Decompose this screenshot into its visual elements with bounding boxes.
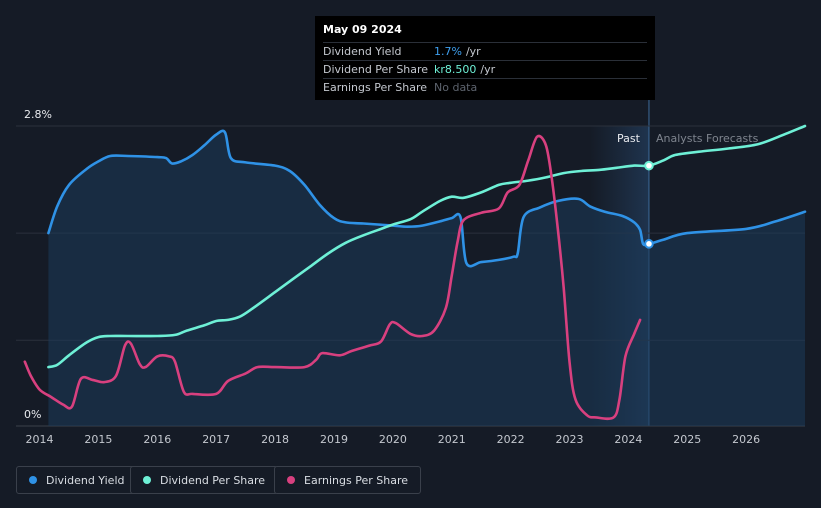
- legend-dividend-yield[interactable]: Dividend Yield: [16, 466, 138, 494]
- legend-label: Earnings Per Share: [304, 473, 409, 487]
- dividend-yield-point: [644, 239, 654, 249]
- tooltip-date: May 09 2024: [323, 23, 402, 36]
- x-tick-label: 2021: [438, 433, 466, 446]
- legend-dot-icon: [287, 476, 295, 484]
- x-tick-label: 2017: [202, 433, 230, 446]
- x-tick-label: 2018: [261, 433, 289, 446]
- earnings-per-share-line: [23, 134, 642, 421]
- tooltip-label: Dividend Yield: [323, 45, 402, 58]
- tooltip: May 09 2024 Dividend Yield 1.7% /yr Divi…: [315, 16, 655, 100]
- x-tick-label: 2026: [732, 433, 760, 446]
- x-tick-label: 2016: [143, 433, 171, 446]
- tooltip-row-earnings-per-share: Earnings Per Share No data: [323, 78, 647, 96]
- tooltip-value: No data: [434, 81, 478, 94]
- tooltip-unit: /yr: [465, 45, 481, 58]
- dividend-per-share-point: [644, 160, 654, 171]
- x-tick-label: 2020: [379, 433, 407, 446]
- past-label: Past: [617, 132, 641, 145]
- dividend-yield-area: [48, 130, 805, 426]
- tooltip-row-dividend-per-share: Dividend Per Share kr8.500 /yr: [323, 60, 647, 78]
- x-tick-label: 2022: [497, 433, 525, 446]
- tooltip-value: 1.7%: [434, 45, 462, 58]
- tooltip-label: Dividend Per Share: [323, 63, 429, 76]
- legend-dividend-per-share[interactable]: Dividend Per Share: [130, 466, 279, 494]
- tooltip-unit: /yr: [480, 63, 496, 76]
- x-tick-label: 2015: [84, 433, 112, 446]
- x-tick-label: 2025: [673, 433, 701, 446]
- legend-dot-icon: [29, 476, 37, 484]
- analysts-forecasts-label: Analysts Forecasts: [656, 132, 759, 145]
- legend-earnings-per-share[interactable]: Earnings Per Share: [274, 466, 422, 494]
- x-tick-label: 2019: [320, 433, 348, 446]
- tooltip-label: Earnings Per Share: [323, 81, 428, 94]
- y-tick-label-bottom: 0%: [24, 408, 41, 421]
- legend-label: Dividend Per Share: [160, 473, 266, 487]
- tooltip-value: kr8.500: [434, 63, 477, 76]
- x-tick-label: 2014: [26, 433, 54, 446]
- tooltip-row-dividend-yield: Dividend Yield 1.7% /yr: [323, 42, 647, 60]
- y-tick-label-top: 2.8%: [24, 108, 52, 121]
- dividend-per-share-line: [47, 124, 807, 369]
- dividend-yield-line: [47, 129, 807, 268]
- x-tick-label: 2023: [555, 433, 583, 446]
- legend-dot-icon: [143, 476, 151, 484]
- legend-label: Dividend Yield: [46, 473, 125, 487]
- x-tick-label: 2024: [614, 433, 642, 446]
